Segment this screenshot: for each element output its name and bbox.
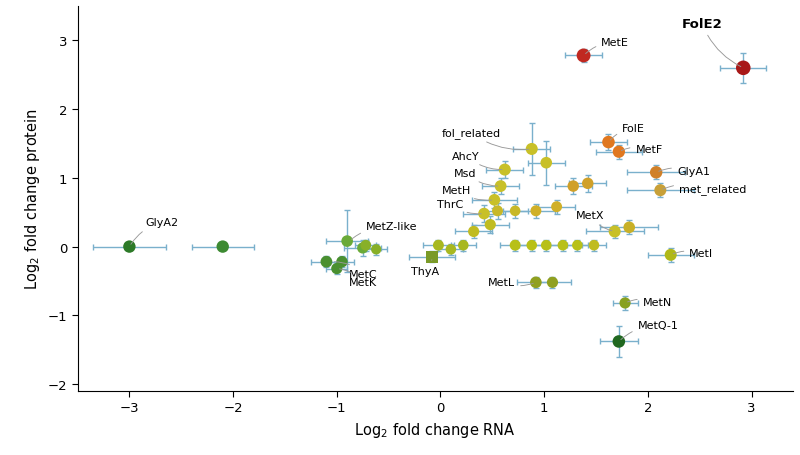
Point (216, 243, 229, 251)
Point (650, 169, 662, 177)
Text: MetE: MetE (586, 38, 629, 55)
Text: Msd: Msd (454, 168, 498, 187)
Point (557, 242, 570, 249)
Point (618, 300, 631, 307)
Point (498, 167, 511, 174)
Text: MetZ-like: MetZ-like (351, 222, 418, 240)
Text: fol_related: fol_related (442, 128, 529, 150)
Point (457, 242, 470, 249)
Point (426, 254, 438, 261)
Y-axis label: Log$_2$ fold change protein: Log$_2$ fold change protein (23, 108, 42, 290)
Point (478, 211, 490, 218)
Point (467, 228, 480, 236)
Point (737, 65, 750, 72)
Point (341, 238, 354, 245)
Text: ThyA: ThyA (411, 260, 439, 276)
Point (494, 183, 507, 190)
Text: met_related: met_related (663, 183, 746, 194)
Point (484, 222, 497, 229)
Point (509, 208, 522, 215)
Point (571, 242, 584, 249)
Text: MetQ-1: MetQ-1 (621, 321, 678, 340)
Text: MetH: MetH (442, 186, 492, 201)
Point (613, 338, 626, 345)
Text: MetI: MetI (674, 249, 714, 259)
Point (491, 208, 504, 215)
Text: FolE: FolE (610, 124, 645, 141)
Point (546, 279, 559, 286)
Text: MetK: MetK (339, 269, 378, 287)
Point (356, 245, 369, 252)
Point (359, 242, 372, 249)
Point (432, 242, 445, 249)
Point (540, 160, 553, 167)
Point (320, 258, 333, 266)
Point (488, 197, 501, 204)
Text: MetF: MetF (622, 145, 662, 155)
Point (540, 242, 553, 249)
Point (335, 258, 348, 266)
Point (526, 146, 538, 153)
Text: MetL: MetL (488, 278, 534, 288)
Text: MetN: MetN (628, 297, 672, 307)
Text: GlyA1: GlyA1 (658, 167, 710, 177)
Text: MetX: MetX (576, 211, 612, 231)
Point (370, 246, 382, 253)
Text: MetC: MetC (334, 262, 378, 279)
Text: GlyA2: GlyA2 (131, 218, 178, 245)
Text: AhcY: AhcY (452, 152, 502, 170)
Point (608, 228, 621, 236)
Point (509, 242, 522, 249)
Point (123, 243, 136, 251)
Point (587, 242, 600, 249)
Point (550, 203, 563, 211)
Point (445, 246, 458, 253)
Point (613, 149, 626, 156)
Point (602, 139, 615, 147)
Point (623, 224, 636, 232)
Point (664, 252, 677, 259)
Text: ThrC: ThrC (437, 199, 482, 214)
Point (530, 208, 542, 215)
X-axis label: Log$_2$ fold change RNA: Log$_2$ fold change RNA (354, 420, 516, 439)
Point (582, 180, 594, 187)
Point (330, 265, 343, 273)
Point (567, 183, 580, 190)
Point (654, 187, 666, 194)
Point (577, 53, 590, 60)
Text: FolE2: FolE2 (682, 18, 741, 67)
Point (526, 242, 538, 249)
Point (530, 279, 542, 286)
